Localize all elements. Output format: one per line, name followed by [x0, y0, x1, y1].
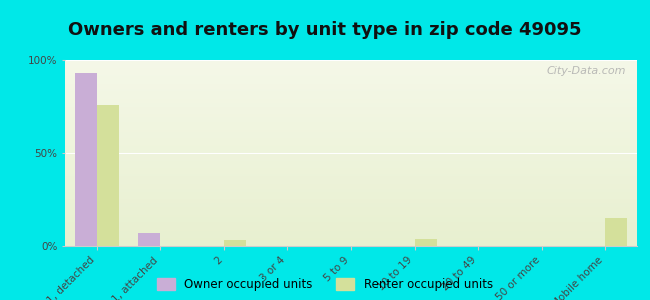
- Bar: [75, 73, 97, 246]
- Bar: [415, 238, 437, 246]
- Bar: [224, 240, 246, 246]
- Bar: [138, 233, 161, 246]
- Text: City-Data.com: City-Data.com: [546, 66, 625, 76]
- Bar: [97, 105, 119, 246]
- Bar: [605, 218, 627, 246]
- Legend: Owner occupied units, Renter occupied units: Owner occupied units, Renter occupied un…: [157, 278, 493, 291]
- Text: Owners and renters by unit type in zip code 49095: Owners and renters by unit type in zip c…: [68, 21, 582, 39]
